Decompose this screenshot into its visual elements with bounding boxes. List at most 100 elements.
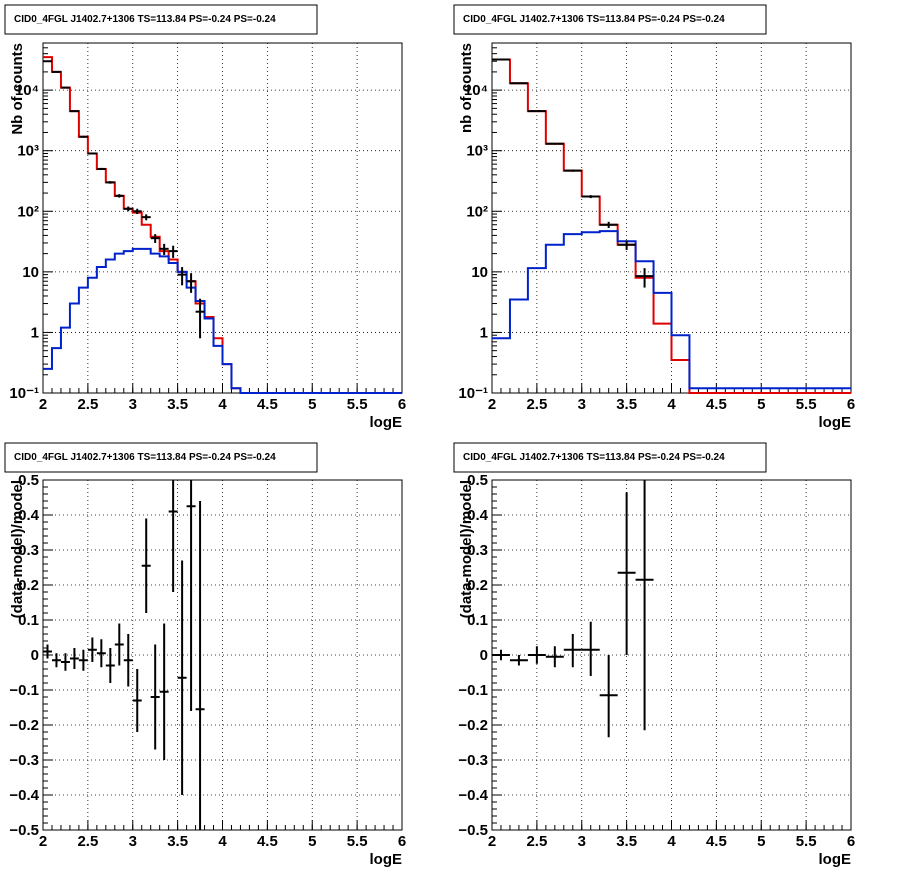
x-tick-label: 6	[398, 396, 406, 413]
x-tick-label: 2.5	[526, 833, 547, 850]
y-tick-label: −0.1	[9, 682, 39, 699]
data-point	[563, 634, 582, 668]
data-point	[78, 649, 88, 671]
data-point	[509, 82, 528, 85]
panel-counts-right: CID0_4FGL J1402.7+1306 TS=113.84 PS=-0.2…	[453, 4, 855, 431]
y-tick-label: 0.4	[467, 507, 489, 524]
histogram-background	[43, 247, 402, 394]
x-tick-label: 4.5	[706, 833, 727, 850]
data-point	[43, 60, 52, 63]
y-tick-label: −0.4	[458, 787, 488, 804]
title-box	[453, 4, 767, 35]
data-point	[599, 655, 618, 738]
panel-residuals-right: CID0_4FGL J1402.7+1306 TS=113.84 PS=-0.2…	[453, 442, 855, 868]
x-tick-label: 3	[129, 396, 137, 413]
panel-counts-left: CID0_4FGL J1402.7+1306 TS=113.84 PS=-0.2…	[4, 4, 406, 431]
y-tick-label: 10²	[466, 203, 488, 220]
data-point	[617, 492, 636, 655]
x-tick-label: 5.5	[796, 833, 817, 850]
x-tick-label: 4.5	[257, 833, 278, 850]
chart-title: CID0_4FGL J1402.7+1306 TS=113.84 PS=-0.2…	[463, 452, 725, 463]
y-tick-label: 10⁴	[464, 82, 488, 99]
chart-title: CID0_4FGL J1402.7+1306 TS=113.84 PS=-0.2…	[14, 14, 276, 25]
x-tick-label: 2	[488, 396, 496, 413]
data-point	[527, 646, 546, 664]
data-point	[43, 644, 52, 659]
x-tick-label: 5.5	[347, 833, 368, 850]
data-point	[114, 194, 124, 198]
data-point	[599, 221, 618, 228]
data-point	[60, 86, 70, 89]
y-tick-label: 10²	[17, 203, 39, 220]
y-tick-label: 0.5	[18, 472, 39, 489]
x-tick-label: 3.5	[616, 833, 637, 850]
x-tick-label: 4.5	[706, 396, 727, 413]
data-point	[69, 648, 79, 669]
y-tick-label: −0.2	[9, 717, 39, 734]
y-tick-label: −0.5	[458, 822, 488, 839]
x-tick-label: 3.5	[167, 833, 188, 850]
y-tick-label: 0.1	[467, 612, 488, 629]
x-tick-label: 6	[398, 833, 406, 850]
y-tick-label: 10⁻¹	[9, 385, 39, 402]
data-point	[563, 169, 582, 172]
y-axis-title: (data-model)/model	[9, 480, 26, 618]
data-point	[527, 110, 546, 113]
x-tick-label: 2.5	[77, 396, 98, 413]
histogram-background	[492, 230, 851, 390]
data-point	[141, 518, 151, 613]
data-point	[78, 135, 88, 138]
data-point	[132, 208, 142, 215]
data-point	[635, 268, 654, 288]
data-point	[105, 181, 115, 184]
x-tick-label: 2.5	[526, 396, 547, 413]
y-tick-label: 0	[31, 647, 39, 664]
x-tick-label: 2	[39, 833, 47, 850]
title-box	[453, 442, 767, 473]
x-axis-title: logE	[819, 851, 852, 868]
data-point	[105, 648, 115, 683]
data-point	[617, 240, 636, 250]
data-point	[150, 644, 160, 750]
data-point	[581, 195, 600, 199]
data-point	[159, 243, 169, 255]
y-tick-label: −0.1	[458, 682, 488, 699]
x-tick-label: 5	[308, 833, 316, 850]
x-axis-title: logE	[370, 851, 403, 868]
y-tick-label: 0.3	[467, 542, 488, 559]
x-tick-label: 6	[847, 396, 855, 413]
title-box	[4, 4, 318, 35]
x-tick-label: 3.5	[167, 396, 188, 413]
x-axis-title: logE	[819, 414, 852, 431]
x-tick-label: 5.5	[796, 396, 817, 413]
y-tick-label: 0.2	[18, 577, 39, 594]
data-point	[123, 206, 133, 212]
x-tick-label: 2	[488, 833, 496, 850]
data-point	[177, 560, 187, 795]
y-axis-title: (data-model)/model	[458, 480, 475, 618]
data-point	[123, 634, 133, 687]
x-tick-label: 3.5	[616, 396, 637, 413]
x-tick-label: 6	[847, 833, 855, 850]
y-tick-label: −0.2	[458, 717, 488, 734]
data-point	[159, 623, 169, 760]
data-point	[87, 152, 97, 155]
data-point	[168, 245, 178, 258]
y-tick-label: 10	[471, 264, 488, 281]
x-tick-label: 3	[129, 833, 137, 850]
x-tick-label: 4	[667, 396, 676, 413]
y-tick-label: 10⁴	[15, 82, 39, 99]
x-tick-label: 4	[218, 833, 227, 850]
x-tick-label: 3	[578, 396, 586, 413]
data-point	[69, 110, 79, 113]
y-tick-label: 0.3	[18, 542, 39, 559]
y-tick-label: −0.4	[9, 787, 39, 804]
y-tick-label: 10³	[17, 143, 39, 160]
data-point	[96, 167, 106, 171]
y-tick-label: −0.3	[458, 752, 488, 769]
data-point	[150, 234, 160, 243]
data-point	[545, 142, 564, 145]
data-point	[186, 273, 196, 293]
y-tick-label: 0.4	[18, 507, 40, 524]
y-tick-label: −0.3	[9, 752, 39, 769]
